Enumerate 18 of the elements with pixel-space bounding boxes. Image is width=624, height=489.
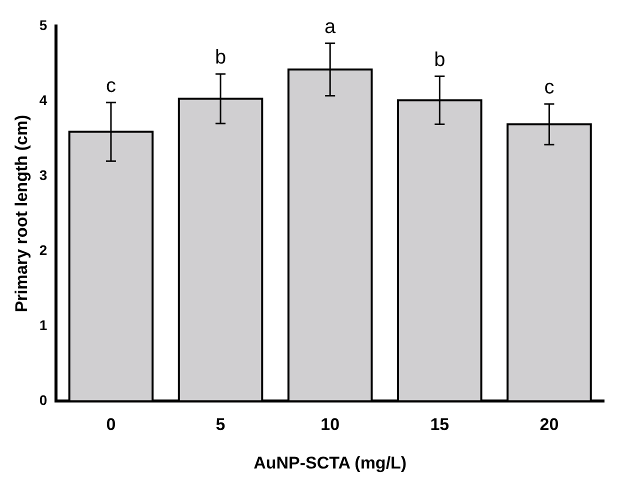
x-tick-label: 10 (320, 415, 340, 434)
y-tick-label: 5 (39, 16, 48, 33)
x-axis-title: AuNP-SCTA (mg/L) (254, 453, 407, 472)
annotation: c (544, 76, 554, 99)
y-tick-label: 0 (39, 392, 48, 408)
y-tick-label: 3 (39, 166, 48, 183)
y-tick-label: 2 (39, 242, 48, 258)
annotation: b (214, 46, 226, 69)
annotation: b (434, 48, 446, 71)
y-axis-title: Primary root length (cm) (12, 114, 31, 312)
x-tick-label: 15 (430, 415, 450, 434)
y-tick-label: 1 (39, 317, 48, 334)
x-tick-label: 5 (216, 415, 226, 434)
annotation: a (324, 16, 337, 38)
x-tick-label: 0 (106, 415, 116, 434)
y-tick-label: 4 (39, 92, 48, 108)
annotation: c (106, 75, 116, 98)
x-tick-label: 20 (540, 415, 559, 434)
